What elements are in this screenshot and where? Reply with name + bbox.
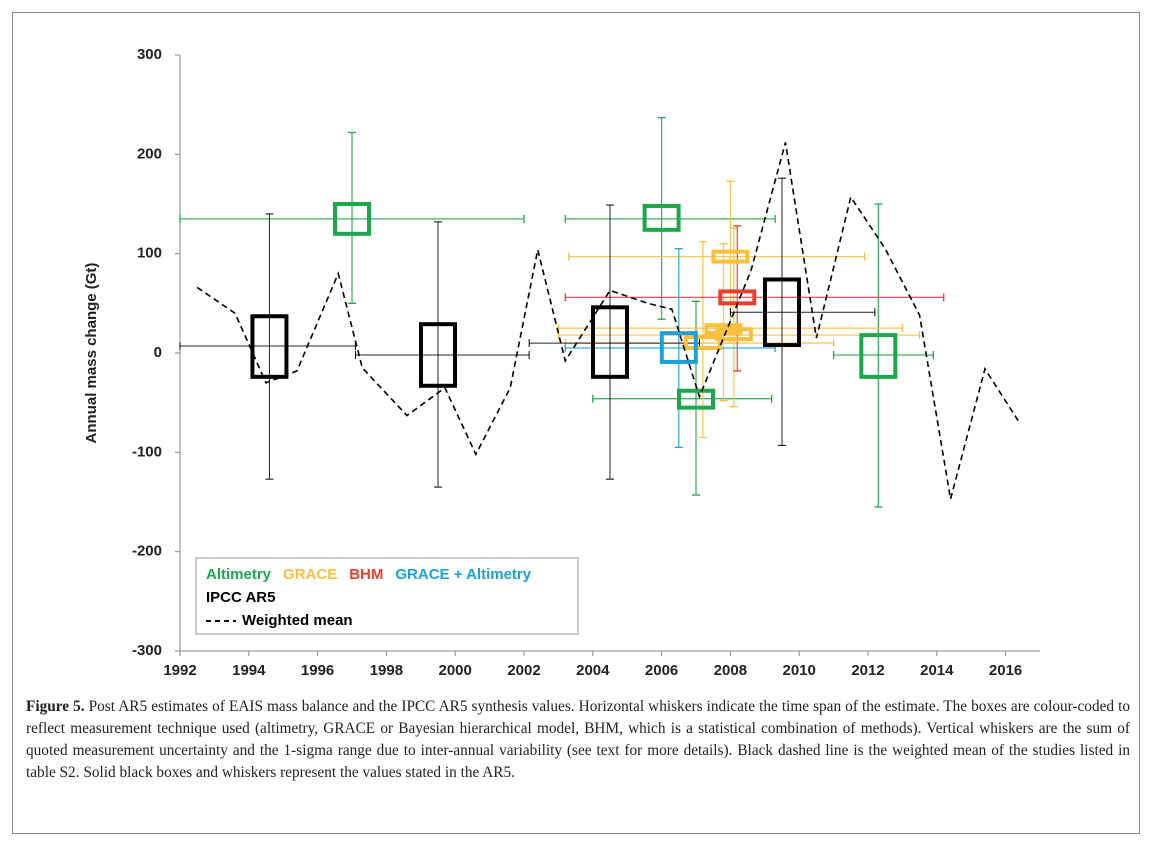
y-tick-label: -300 — [132, 642, 162, 659]
x-tick-label: 1994 — [232, 662, 266, 679]
x-tick-label: 2008 — [714, 662, 747, 679]
estimate-box — [677, 388, 715, 410]
y-tick-label: 100 — [137, 245, 162, 262]
legend-entry: IPCC AR5 — [206, 589, 275, 606]
estimate-box — [250, 314, 289, 379]
estimate-box — [333, 202, 371, 236]
x-tick-label: 2012 — [851, 662, 884, 679]
x-tick-label: 2000 — [439, 662, 472, 679]
estimate-box — [419, 322, 457, 388]
caption-text: Post AR5 estimates of EAIS mass balance … — [26, 698, 1130, 781]
y-tick-label: 200 — [137, 145, 162, 162]
x-tick-label: 2006 — [645, 662, 678, 679]
legend-entry: GRACE + Altimetry — [395, 566, 531, 583]
legend-entry: Altimetry — [206, 566, 272, 583]
legend-entry: GRACE — [283, 566, 337, 583]
caption-label: Figure 5. — [26, 698, 85, 715]
x-tick-label: 2002 — [507, 662, 540, 679]
y-axis-label: Annual mass change (Gt) — [83, 263, 100, 444]
y-tick-label: 0 — [154, 344, 162, 361]
estimate-box — [683, 335, 722, 351]
x-tick-label: 2014 — [920, 662, 954, 679]
y-tick-label: 300 — [137, 46, 162, 63]
estimate-box — [642, 203, 681, 232]
legend-entry: BHM — [349, 566, 383, 583]
caption: Figure 5. Post AR5 estimates of EAIS mas… — [26, 696, 1130, 784]
estimate-box — [591, 305, 629, 379]
estimate-box — [859, 333, 898, 379]
estimate-box — [659, 331, 698, 364]
x-tick-label: 1996 — [301, 662, 334, 679]
estimate-box — [763, 277, 801, 348]
x-tick-label: 2010 — [783, 662, 816, 679]
y-tick-label: -200 — [132, 543, 162, 560]
chart: Annual mass change (Gt) -300 -200 -100 0 100… — [83, 46, 1040, 679]
legend-box — [195, 557, 579, 635]
x-tick-label: 2004 — [576, 662, 610, 679]
x-tick-label: 1992 — [163, 662, 196, 679]
x-tick-label: 2016 — [989, 662, 1022, 679]
estimate-box — [711, 249, 750, 264]
y-tick-label: -100 — [132, 443, 162, 460]
figure-frame — [12, 12, 1140, 834]
weighted-mean-line — [196, 142, 1021, 500]
legend-entry: Weighted mean — [242, 612, 353, 629]
x-tick-label: 1998 — [370, 662, 403, 679]
estimate-box — [704, 323, 743, 336]
